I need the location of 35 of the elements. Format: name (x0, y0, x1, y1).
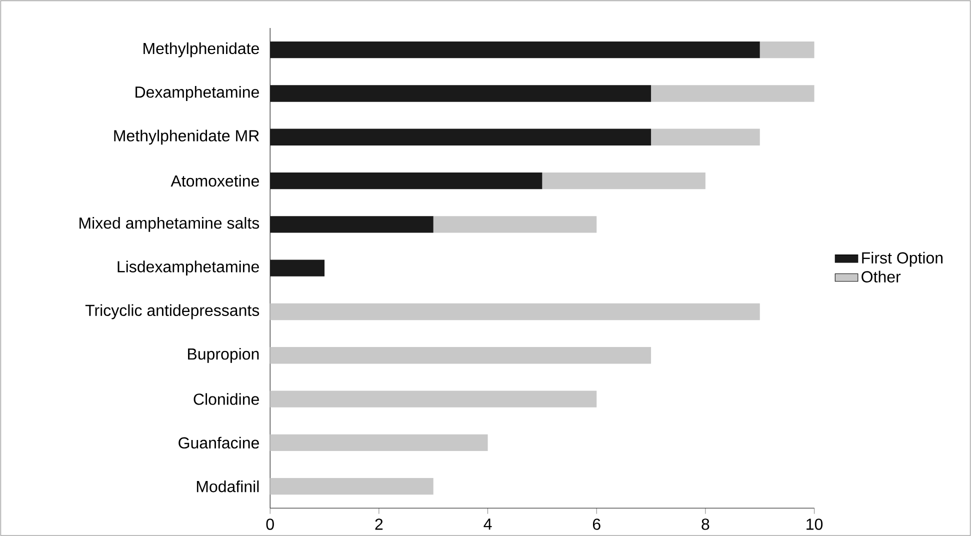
y-tick-label: Lisdexamphetamine (118, 260, 259, 276)
bar (270, 478, 434, 495)
bar (270, 260, 325, 276)
y-tick-label: Tricyclic antidepressants (85, 304, 260, 320)
y-tick-label: Atomoxetine (170, 174, 259, 187)
bar (651, 85, 814, 102)
y-tick-label: Dexamphetamine (136, 86, 259, 101)
legend-label: First Option (862, 252, 943, 267)
bar (651, 128, 760, 146)
bar (760, 41, 814, 58)
y-tick-label: Methylphenidate MR (114, 130, 259, 145)
bar (270, 172, 542, 190)
bar (270, 346, 652, 364)
bar (270, 303, 760, 320)
bar (270, 216, 434, 233)
bar (270, 434, 488, 451)
bar (270, 85, 652, 102)
legend-label: Other (862, 270, 901, 282)
bar (270, 128, 652, 146)
x-tick-label: 0 (266, 518, 274, 530)
y-tick-label: Mixed amphetamine salts (80, 216, 260, 232)
bar (542, 172, 706, 190)
y-tick-label: Bupropion (188, 348, 259, 363)
bar (270, 390, 597, 408)
y-tick-label: Methylphenidate (144, 42, 259, 58)
x-tick-label: 10 (806, 518, 823, 530)
x-tick-label: 2 (375, 518, 383, 530)
x-tick-label: 6 (592, 518, 600, 530)
bar (270, 41, 760, 58)
x-tick-label: 4 (484, 518, 492, 530)
y-tick-label: Clonidine (194, 393, 259, 405)
x-tick-label: 8 (702, 518, 710, 530)
y-tick-label: Guanfacine (178, 436, 259, 448)
y-tick-label: Modafinil (196, 480, 259, 492)
bar (433, 216, 597, 233)
